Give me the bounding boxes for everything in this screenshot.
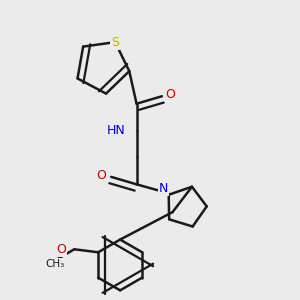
Text: O: O — [97, 169, 106, 182]
Text: HN: HN — [106, 124, 125, 137]
Text: N: N — [159, 182, 168, 195]
Text: CH₃: CH₃ — [45, 259, 64, 269]
Text: O: O — [56, 243, 66, 256]
Text: O: O — [165, 88, 175, 101]
Text: S: S — [111, 36, 119, 49]
